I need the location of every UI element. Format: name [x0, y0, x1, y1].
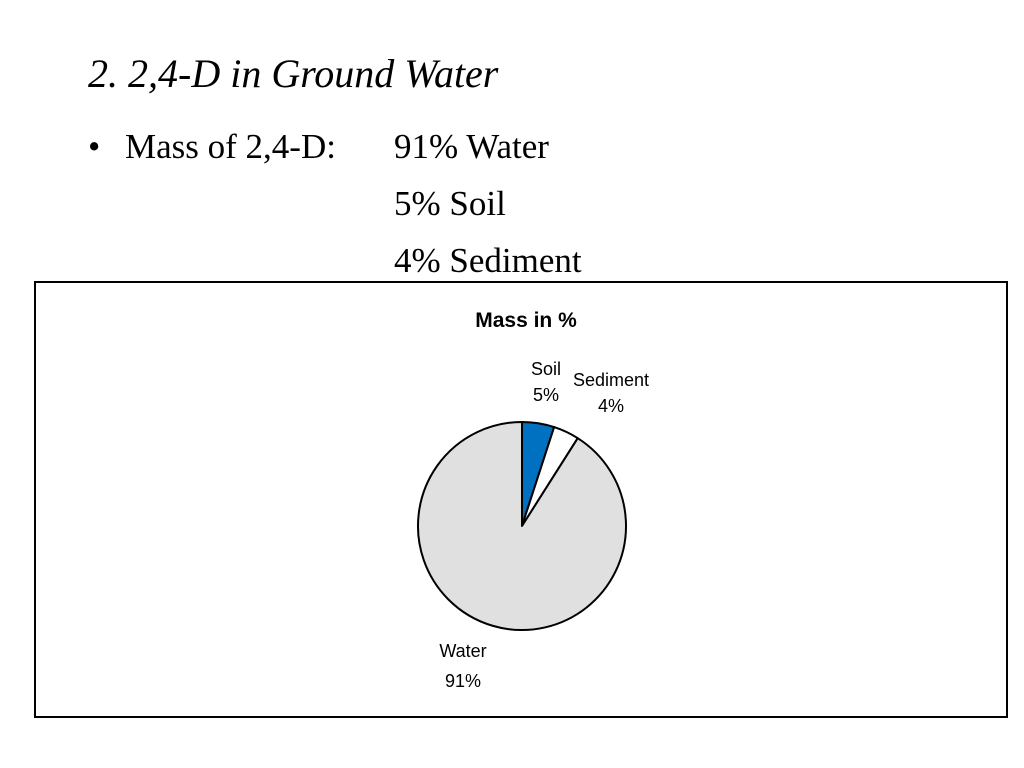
slice-label-sediment: Sediment	[573, 370, 649, 390]
slice-label-soil: Soil	[531, 359, 561, 379]
pie-slice-water	[417, 421, 627, 631]
chart-title: Mass in %	[475, 309, 577, 332]
slice-label-water: Water	[439, 641, 486, 661]
pie-chart-frame: Mass in % Soil 5% Sediment 4% Water 91%	[34, 281, 1008, 718]
bullet-value-sediment: 4% Sediment	[394, 241, 582, 280]
bullet-value-soil: 5% Soil	[394, 184, 506, 223]
pie-slice-labels: Soil 5% Sediment 4% Water 91%	[439, 359, 649, 691]
bullet-label: Mass of 2,4-D:	[125, 127, 336, 166]
bullet-dot: •	[88, 127, 101, 166]
bullet-value-water: 91% Water	[394, 127, 549, 166]
slice-value-soil: 5%	[533, 385, 559, 405]
pie-chart: Mass in % Soil 5% Sediment 4% Water 91%	[417, 309, 649, 691]
slide-title: 2. 2,4-D in Ground Water	[88, 51, 499, 96]
pie-slices	[417, 421, 627, 631]
slice-value-sediment: 4%	[598, 396, 624, 416]
slice-value-water: 91%	[445, 671, 481, 691]
